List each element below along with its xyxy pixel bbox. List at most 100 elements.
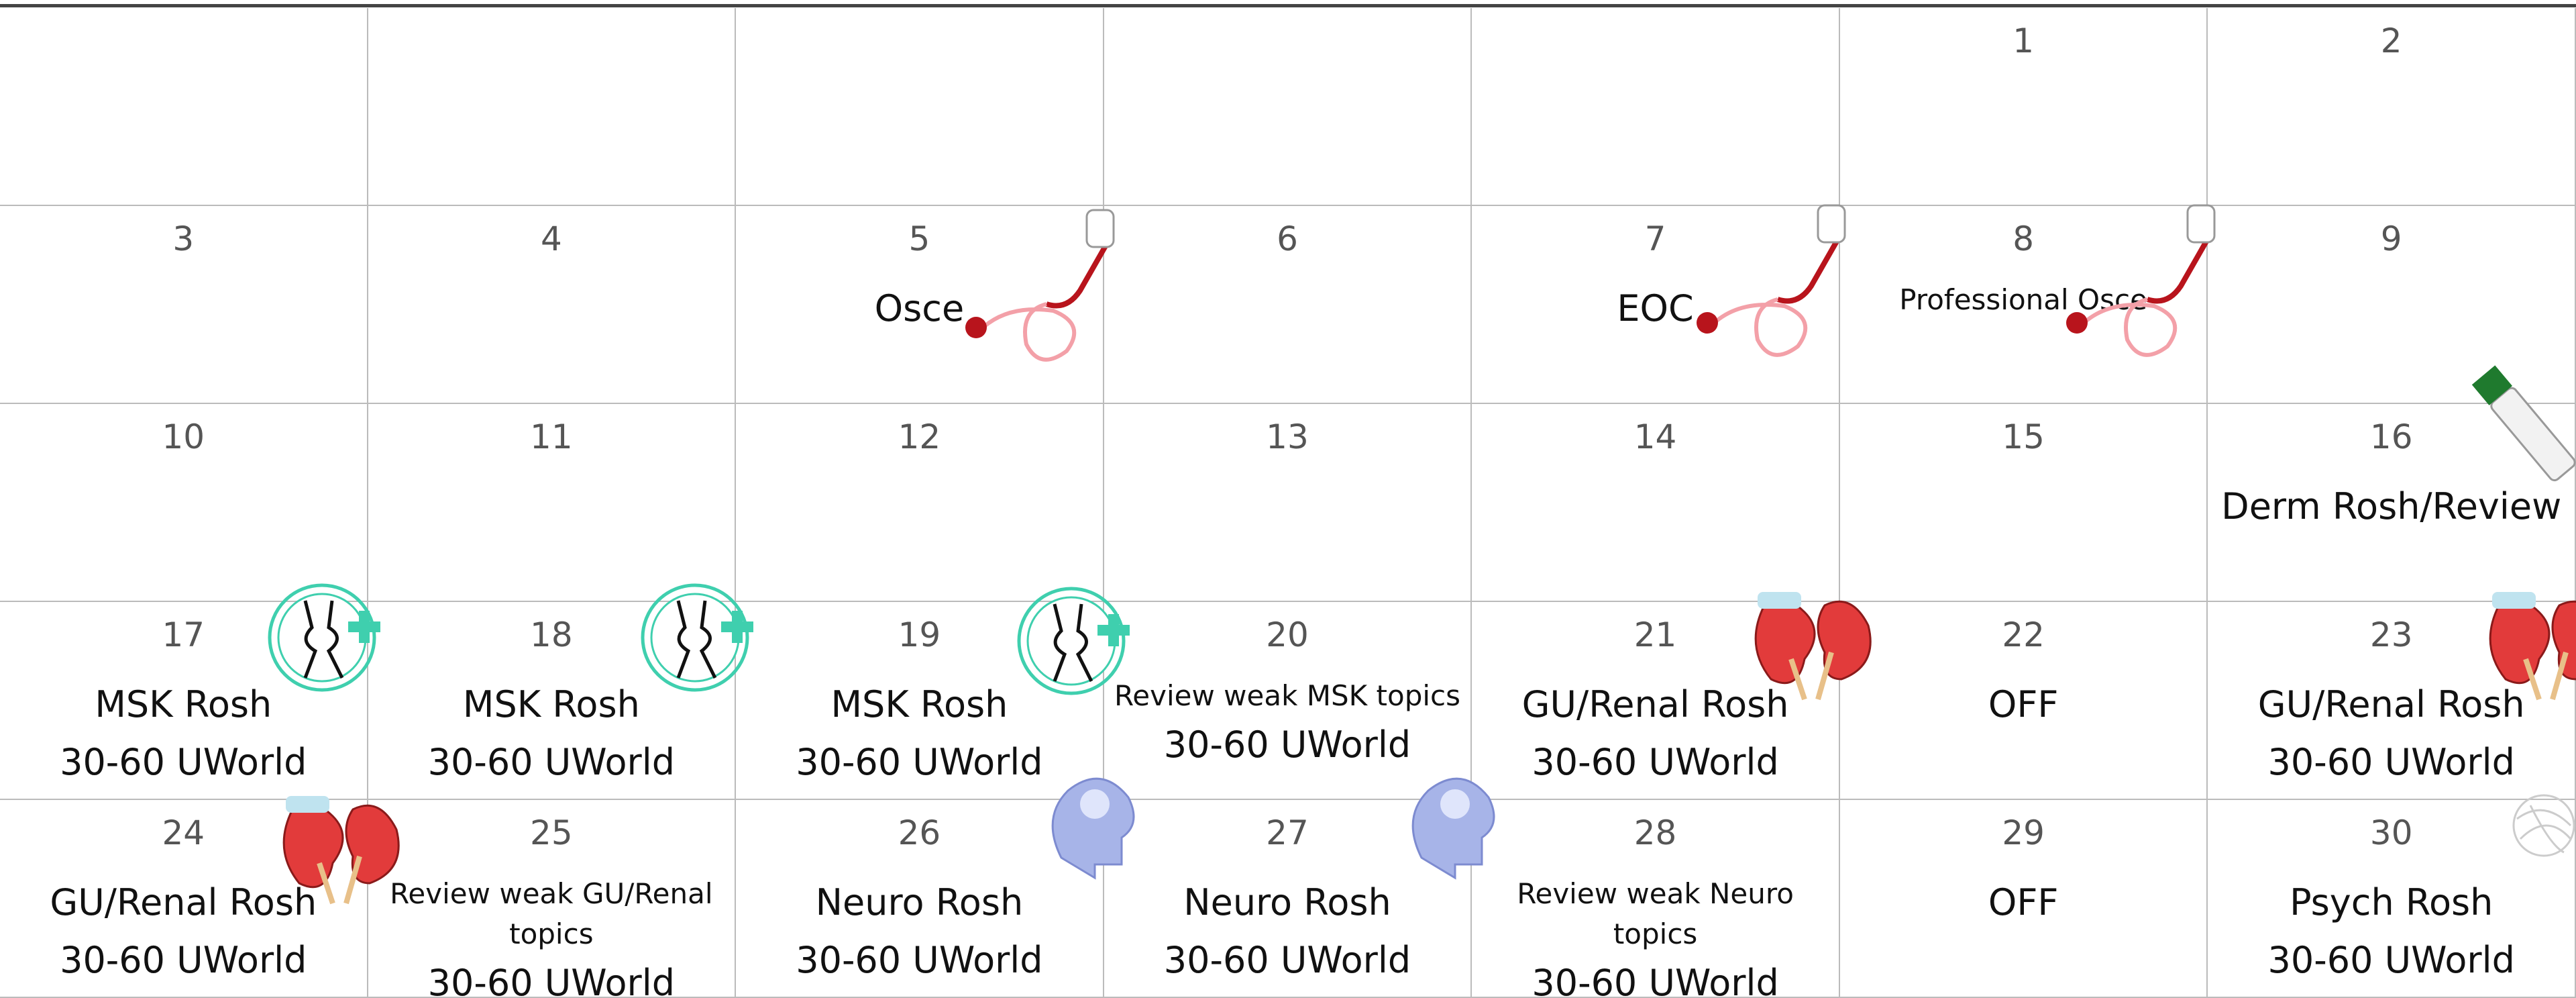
event: Review weak GU/Renal topics <box>390 877 713 950</box>
event: 30-60 UWorld <box>1163 723 1411 766</box>
day-number: 21 <box>1633 615 1677 654</box>
day-number: 30 <box>2369 813 2413 852</box>
events: Professional Osce <box>1847 280 2200 320</box>
day-cell <box>1472 8 1840 206</box>
day-number: 6 <box>1277 219 1298 258</box>
events: Neuro Rosh 30-60 UWorld <box>1111 874 1464 989</box>
event: 30-60 UWorld <box>427 741 676 783</box>
event: 30-60 UWorld <box>2267 741 2515 783</box>
events: MSK Rosh 30-60 UWorld <box>375 676 729 791</box>
day-number: 17 <box>162 615 205 654</box>
event: Review weak MSK topics <box>1114 679 1461 712</box>
day-number: 26 <box>898 813 941 852</box>
day-number: 24 <box>162 813 205 852</box>
day-number: 9 <box>2380 219 2402 258</box>
day-cell: 24 GU/Renal Rosh 30-60 UWorld <box>0 800 368 998</box>
events: GU/Renal Rosh 30-60 UWorld <box>7 874 360 989</box>
event: 30-60 UWorld <box>796 741 1043 783</box>
day-cell: 19 MSK Rosh 30-60 UWorld <box>736 602 1104 800</box>
day-cell: 30 Psych Rosh 30-60 UWorld <box>2208 800 2576 998</box>
events: Review weak GU/Renal topics 30-60 UWorld <box>375 874 729 998</box>
day-number: 15 <box>2002 417 2045 456</box>
event: Neuro Rosh <box>1183 881 1391 924</box>
day-number: 16 <box>2369 417 2413 456</box>
day-cell: 12 <box>736 404 1104 602</box>
event: 30-60 UWorld <box>427 962 676 998</box>
day-number: 10 <box>162 417 205 456</box>
event: Neuro Rosh <box>815 881 1024 924</box>
events: MSK Rosh 30-60 UWorld <box>743 676 1096 791</box>
day-cell: 6 <box>1104 206 1472 404</box>
day-number: 4 <box>540 219 562 258</box>
day-number: 11 <box>530 417 573 456</box>
day-number: 12 <box>898 417 941 456</box>
events: GU/Renal Rosh 30-60 UWorld <box>1479 676 1832 791</box>
event: Psych Rosh <box>2290 881 2493 924</box>
events: Psych Rosh 30-60 UWorld <box>2214 874 2568 989</box>
event: 30-60 UWorld <box>2267 939 2515 981</box>
day-number: 23 <box>2369 615 2413 654</box>
day-cell: 5 Osce <box>736 206 1104 404</box>
day-cell: 16 Derm Rosh/Review <box>2208 404 2576 602</box>
events: MSK Rosh 30-60 UWorld <box>7 676 360 791</box>
day-cell <box>0 8 368 206</box>
day-cell: 15 <box>1839 404 2208 602</box>
day-cell: 13 <box>1104 404 1472 602</box>
day-cell: 1 <box>1839 8 2208 206</box>
event: Derm Rosh/Review <box>2221 485 2562 528</box>
day-number: 8 <box>2012 219 2035 258</box>
day-cell: 4 <box>368 206 737 404</box>
day-cell: 8 Professional Osce <box>1839 206 2208 404</box>
event: Professional Osce <box>1899 283 2147 316</box>
day-number: 13 <box>1266 417 1309 456</box>
event: 30-60 UWorld <box>60 741 307 783</box>
events: Neuro Rosh 30-60 UWorld <box>743 874 1096 989</box>
day-cell: 28 Review weak Neuro topics 30-60 UWorld <box>1472 800 1840 998</box>
day-number: 28 <box>1633 813 1677 852</box>
event: OFF <box>1988 683 2059 726</box>
day-cell: 3 <box>0 206 368 404</box>
day-number: 7 <box>1644 219 1666 258</box>
event: 30-60 UWorld <box>60 939 307 981</box>
day-number: 29 <box>2002 813 2045 852</box>
day-cell: 20 Review weak MSK topics 30-60 UWorld <box>1104 602 1472 800</box>
day-cell: 17 MSK Rosh 30-60 UWorld <box>0 602 368 800</box>
event: GU/Renal Rosh <box>1521 683 1789 726</box>
day-cell: 14 <box>1472 404 1840 602</box>
events: GU/Renal Rosh 30-60 UWorld <box>2214 676 2568 791</box>
day-cell: 10 <box>0 404 368 602</box>
events: EOC <box>1479 280 1832 338</box>
day-number: 18 <box>530 615 573 654</box>
event: 30-60 UWorld <box>1532 741 1779 783</box>
event: Review weak Neuro topics <box>1517 877 1794 950</box>
day-cell <box>736 8 1104 206</box>
day-number: 20 <box>1266 615 1309 654</box>
day-number: 27 <box>1266 813 1309 852</box>
day-cell: 26 Neuro Rosh 30-60 UWorld <box>736 800 1104 998</box>
day-cell: 25 Review weak GU/Renal topics 30-60 UWorl… <box>368 800 737 998</box>
day-number: 1 <box>2012 21 2035 60</box>
event: MSK Rosh <box>95 683 272 726</box>
event: OFF <box>1988 881 2059 924</box>
day-number: 25 <box>530 813 573 852</box>
event: 30-60 UWorld <box>1163 939 1411 981</box>
day-cell: 9 <box>2208 206 2576 404</box>
top-border <box>0 4 2576 7</box>
day-cell: 18 MSK Rosh 30-60 UWorld <box>368 602 737 800</box>
event: 30-60 UWorld <box>796 939 1043 981</box>
events: OFF <box>1847 874 2200 932</box>
day-cell: 22 OFF <box>1839 602 2208 800</box>
day-cell <box>1104 8 1472 206</box>
events: OFF <box>1847 676 2200 734</box>
day-cell: 27 Neuro Rosh 30-60 UWorld <box>1104 800 1472 998</box>
events: Osce <box>743 280 1096 338</box>
day-cell: 21 GU/Renal Rosh 30-60 UWorld <box>1472 602 1840 800</box>
day-cell: 23 GU/Renal Rosh 30-60 UWorld <box>2208 602 2576 800</box>
day-cell <box>368 8 737 206</box>
events: Derm Rosh/Review <box>2214 478 2568 536</box>
day-number: 22 <box>2002 615 2045 654</box>
day-number: 14 <box>1633 417 1677 456</box>
event: GU/Renal Rosh <box>50 881 317 924</box>
day-number: 19 <box>898 615 941 654</box>
